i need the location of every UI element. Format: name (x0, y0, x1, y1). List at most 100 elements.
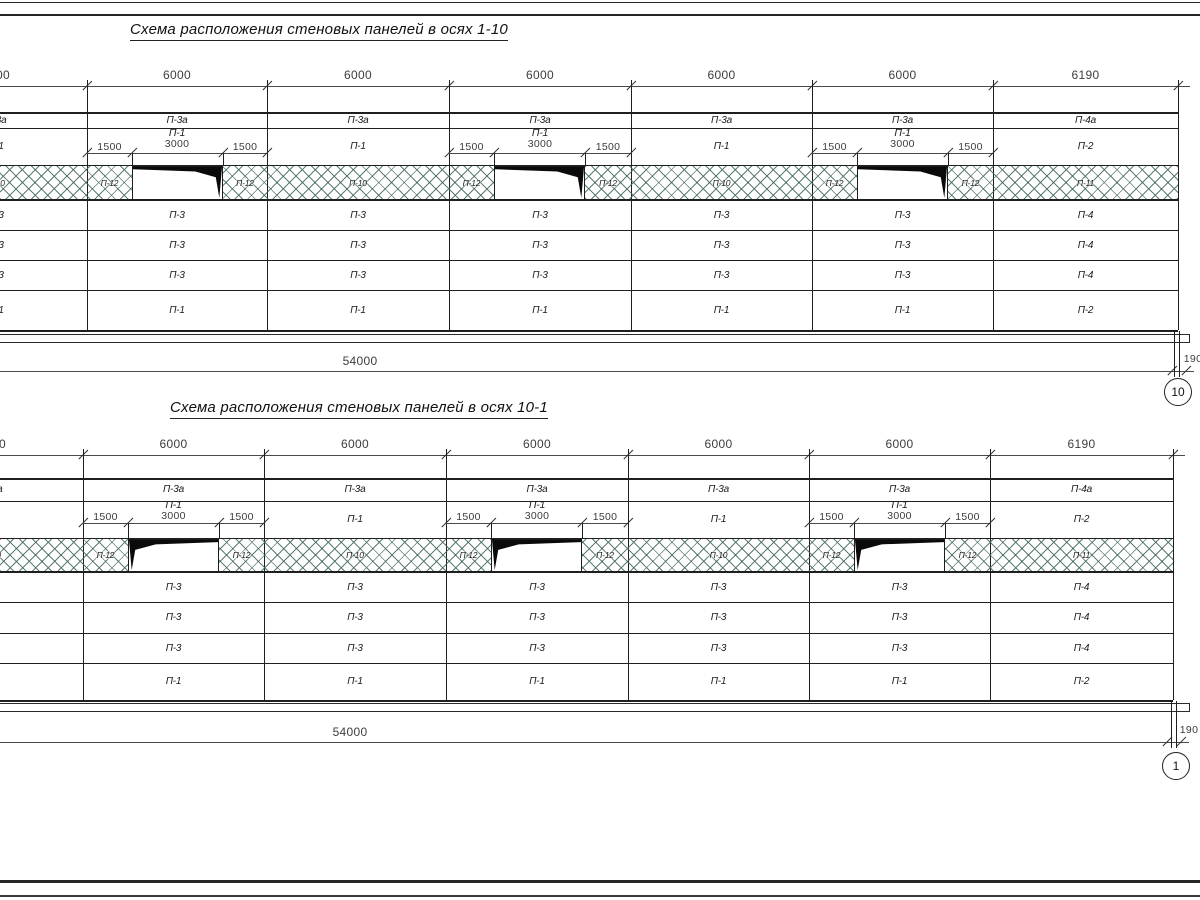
panel-cell: П-3 (0, 230, 87, 260)
pier-width-label: 1500 (822, 141, 847, 153)
pier-cell: П-12 (219, 538, 264, 572)
panel-label: П-1 (350, 141, 366, 152)
panel-label: П-3 (713, 209, 730, 221)
panel-label: П-3 (169, 209, 185, 221)
panel-cell: П-4 (990, 572, 1173, 602)
pier-width-label: 1500 (819, 511, 844, 523)
axis-grid-line (812, 80, 814, 330)
panel-label: П-3 (169, 269, 185, 281)
panel-label: П-3 (532, 209, 548, 221)
panel-label: П-3 (0, 240, 4, 251)
window-wedge-icon (855, 540, 944, 571)
window-opening (132, 166, 223, 200)
panel-cell: П-3 (267, 230, 449, 260)
panel-label: П-3 (347, 581, 363, 593)
page-edge-line (0, 13, 1200, 16)
panel-label: П-3 (529, 642, 545, 654)
diagram-title-axes-10-1: Схема расположения стеновых панелей в ос… (170, 399, 548, 419)
pier-cell: П-12 (809, 538, 854, 572)
panel-cell: П-3 (449, 200, 631, 230)
panel-label: П-3 (713, 269, 730, 281)
base-strip (0, 703, 1190, 712)
panel-cell: П-1 (267, 290, 449, 330)
panel-label: П-3а (347, 114, 369, 126)
panel-cell: П-1 (83, 663, 264, 700)
window-lintel-label: П-1 (891, 499, 908, 511)
span-dimension-label: 6000 (159, 437, 188, 451)
pier-width-label: 1500 (456, 511, 481, 523)
panel-cell: П-3 (87, 200, 267, 230)
panel-cell: П-3а (628, 478, 809, 501)
panel-cell: П-1 (264, 663, 446, 700)
panel-cell: П-3а (449, 112, 631, 128)
extension-line (582, 523, 583, 538)
span-dimension-label: 6000 (163, 68, 191, 82)
panel-label: П-3а (0, 484, 3, 495)
panel-label: П-3а (166, 114, 188, 126)
panel-label: П-4 (1077, 239, 1094, 251)
panel-cell: П-1 (631, 128, 812, 165)
panel-cell: П-4 (990, 602, 1173, 633)
panel-label: П-12 (961, 177, 980, 188)
panel-label: П-3 (165, 612, 182, 623)
row-line (0, 572, 1173, 574)
panel-cell: П-10 (628, 538, 809, 572)
panel-label: П-1 (891, 676, 908, 687)
pier-width-label: 1500 (232, 141, 258, 153)
panel-label: П-4 (1073, 581, 1090, 593)
panel-label: П-3а (526, 484, 548, 495)
diagram-title-axes-1-10: Схема расположения стеновых панелей в ос… (130, 21, 508, 41)
span-dimension-label: 6000 (707, 68, 736, 82)
panel-label: П-12 (958, 550, 977, 560)
row-line (0, 663, 1173, 665)
panel-label: П-2 (1077, 141, 1094, 152)
panel-label: П-12 (822, 550, 841, 560)
axis-grid-line (993, 80, 995, 330)
panel-cell: П-3а (0, 112, 87, 128)
window-width-label: 3000 (524, 510, 550, 522)
pier-cell: П-12 (83, 538, 128, 572)
panel-label: П-3а (708, 484, 729, 495)
axis-grid-line (83, 449, 85, 700)
window-dimension-line (87, 153, 267, 154)
panel-label: П-10 (0, 177, 5, 188)
panel-label: П-4 (1073, 642, 1090, 654)
page-edge-line (0, 1, 1200, 3)
panel-label: П-3 (165, 642, 182, 654)
panel-label: П-2 (1077, 304, 1094, 316)
panel-label: П-1 (713, 304, 730, 316)
panel-label: П-3а (529, 114, 551, 126)
panel-cell: П-1 (0, 128, 87, 165)
span-dimension-label: 6190 (1071, 68, 1100, 82)
panel-label: П-10 (346, 550, 364, 560)
panel-label: П-12 (232, 550, 251, 560)
panel-label: П-3 (710, 581, 727, 593)
panel-cell: П-1 (264, 501, 446, 538)
panel-label: П-4 (1077, 269, 1094, 281)
axis-extension-line (1171, 701, 1172, 748)
panel-cell: П-3 (267, 260, 449, 290)
panel-label: П-11 (1072, 550, 1090, 560)
panel-label: П-1 (529, 676, 545, 687)
extension-line (854, 523, 855, 538)
panel-cell: П-1 (267, 128, 449, 165)
panel-label: П-4 (1073, 612, 1090, 623)
panel-cell: П-3 (0, 572, 83, 602)
row-line (0, 478, 1173, 480)
panel-cell: П-3 (83, 633, 264, 663)
window-dimension-line (446, 523, 628, 524)
pier-width-label: 1500 (595, 141, 621, 153)
window-dimension-line (83, 523, 264, 524)
panel-label: П-1 (532, 304, 548, 316)
panel-label: П-10 (712, 177, 731, 188)
panel-cell: П-3 (446, 572, 628, 602)
window-wedge-icon (492, 540, 581, 571)
row-line (0, 330, 1178, 332)
panel-cell: П-3 (628, 572, 809, 602)
span-dimension-label: 6190 (1067, 437, 1096, 451)
window-lintel-label: П-1 (168, 127, 186, 139)
top-dimension-line (0, 86, 1190, 88)
panel-label: П-1 (894, 304, 911, 316)
extension-line (491, 523, 492, 538)
panel-cell: П-2 (993, 290, 1178, 330)
